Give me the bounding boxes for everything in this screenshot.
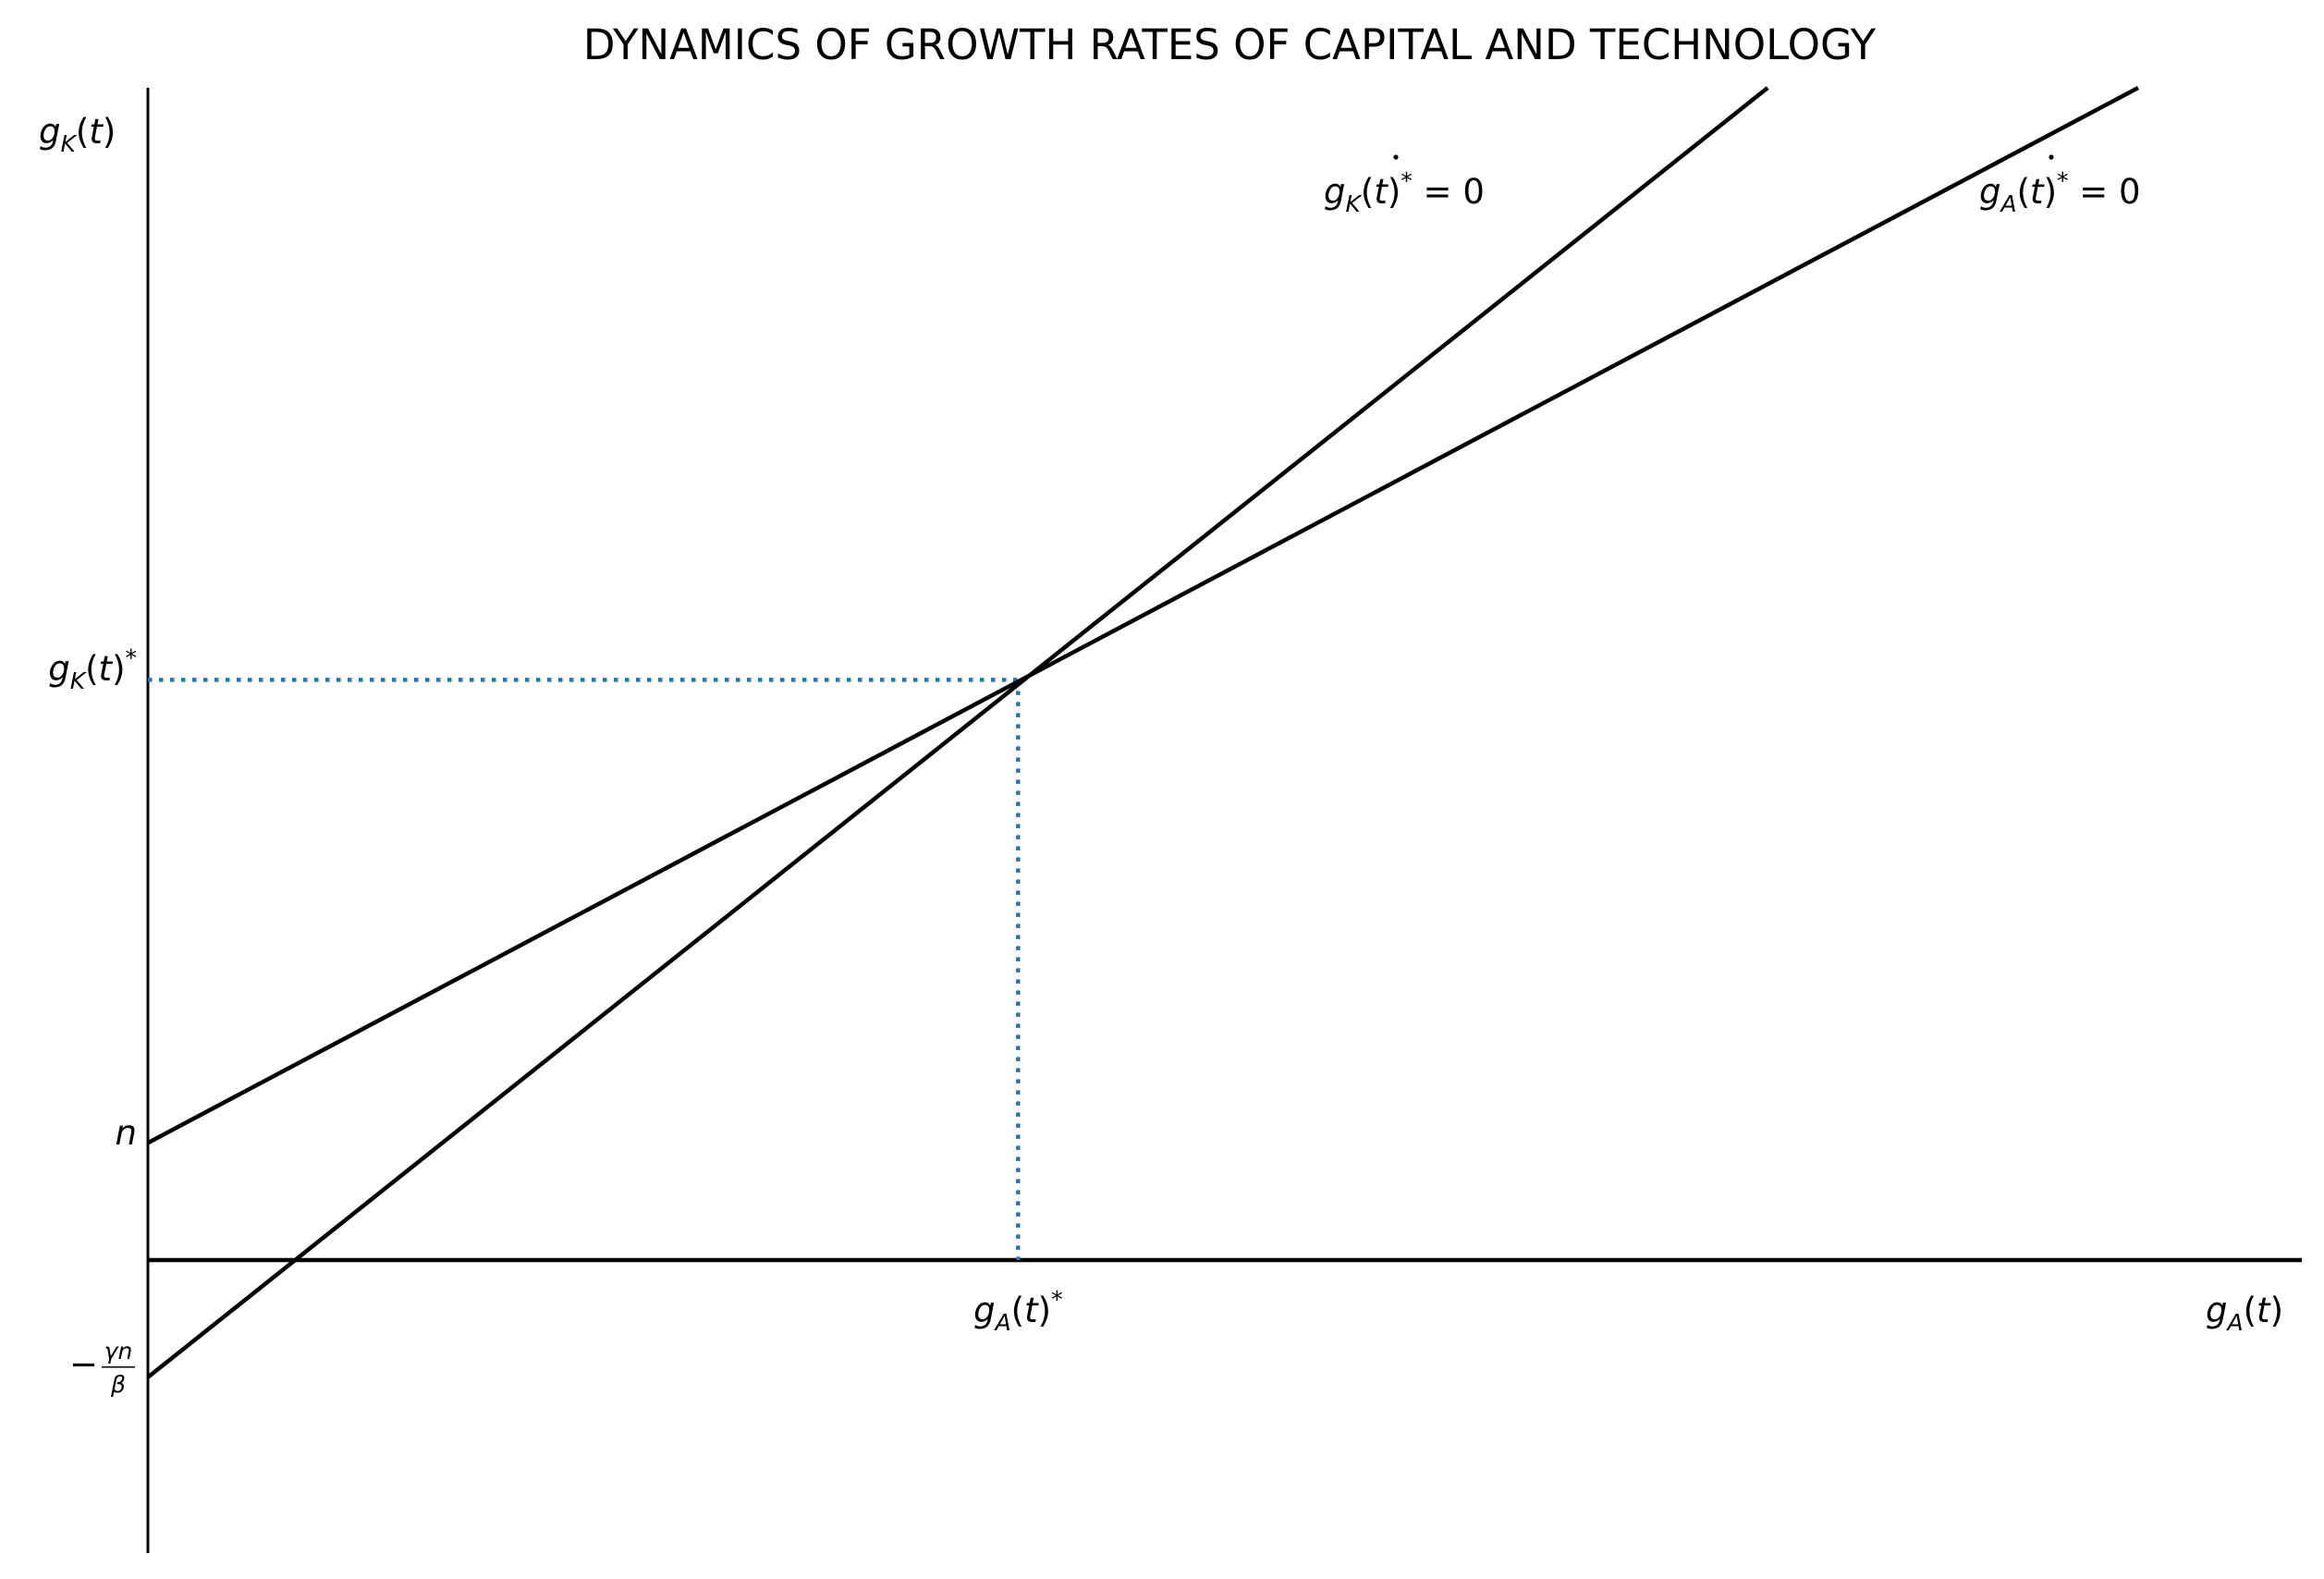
y-tick-label-numerator: γn: [104, 1338, 133, 1365]
y-tick-label-n: n: [116, 1113, 137, 1153]
chart-title: DYNAMICS OF GROWTH RATES OF CAPITAL AND …: [583, 20, 1877, 69]
y-axis-end-label: gK(t): [39, 112, 116, 157]
x-tick-label-ga-star: gA(t)*: [973, 1286, 1063, 1336]
series-label-gk-dot-zero: gK(t)* = 0: [1324, 167, 1485, 217]
y-tick-label-denominator: β: [110, 1371, 126, 1398]
x-axis-end-label: gA(t): [2206, 1291, 2283, 1336]
y-tick-label-gk-star: gK(t)*: [48, 644, 137, 694]
series-label-ga-dot-zero: gA(t)* = 0: [1979, 167, 2141, 217]
series-line-ga-dot-zero: [146, 86, 2139, 1145]
y-tick-label-minus: −: [69, 1344, 98, 1384]
series-line-gk-dot-zero: [146, 86, 1769, 1379]
derivative-dot-ga: [2049, 154, 2054, 160]
derivative-dot-gk: [1393, 154, 1399, 160]
plot-area: gK(t)* = 0 gA(t)* = 0 gK(t) gA(t) gK(t)* gA(t…: [39, 86, 2302, 1553]
